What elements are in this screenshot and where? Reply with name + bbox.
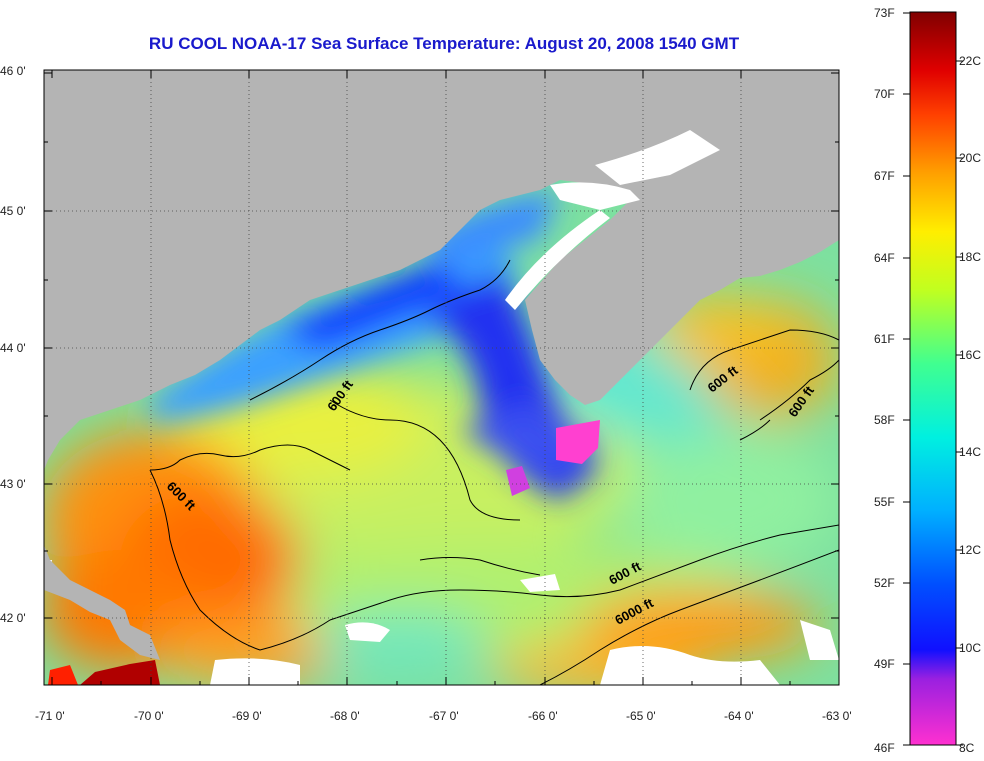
colorbar-f-label: 58F <box>874 413 895 427</box>
map-frame <box>43 69 840 686</box>
colorbar-f-label: 55F <box>874 495 895 509</box>
colorbar-c-label: 16C <box>959 348 981 362</box>
colorbar-c-label: 18C <box>959 250 981 264</box>
lon-label: -65 0' <box>626 709 656 723</box>
fundy-cloud <box>505 130 720 310</box>
latitude-labels: 46 0' 45 0' 44 0' 43 0' 42 0' <box>0 64 26 625</box>
lat-label: 42 0' <box>0 611 26 625</box>
axis-ticks <box>44 70 839 685</box>
colorbar-f-label: 46F <box>874 741 895 755</box>
colorbar-gradient <box>909 11 957 746</box>
colorbar-f-label: 61F <box>874 332 895 346</box>
lon-label: -64 0' <box>724 709 754 723</box>
cold-band <box>150 190 600 500</box>
depth-contours <box>149 259 839 685</box>
cold-patches <box>506 420 600 496</box>
colorbar-c-label: 10C <box>959 641 981 655</box>
colorbar-c-label: 14C <box>959 445 981 459</box>
colorbar-f-label: 52F <box>874 576 895 590</box>
lon-label: -67 0' <box>429 709 459 723</box>
colorbar-c-label: 8C <box>959 741 975 755</box>
colorbar-c-label: 20C <box>959 151 981 165</box>
lon-label: -63 0' <box>822 709 852 723</box>
warm-patch <box>48 660 160 685</box>
lon-label: -69 0' <box>232 709 262 723</box>
lat-label: 44 0' <box>0 341 26 355</box>
lat-label: 43 0' <box>0 477 26 491</box>
lon-label: -68 0' <box>330 709 360 723</box>
map-area <box>44 70 839 685</box>
lon-label: -71 0' <box>35 709 65 723</box>
colorbar-f-label: 70F <box>874 87 895 101</box>
colorbar-c-label: 22C <box>959 54 981 68</box>
lon-label: -66 0' <box>528 709 558 723</box>
colorbar-f-label: 64F <box>874 251 895 265</box>
lon-label: -70 0' <box>134 709 164 723</box>
colorbar-f-label: 73F <box>874 6 895 20</box>
colorbar-f-label: 67F <box>874 169 895 183</box>
colorbar-f-label: 49F <box>874 657 895 671</box>
cloud-cover <box>44 560 839 685</box>
lat-label: 45 0' <box>0 204 26 218</box>
longitude-labels: -71 0' -70 0' -69 0' -68 0' -67 0' -66 0… <box>35 709 852 723</box>
lat-label: 46 0' <box>0 64 26 78</box>
colorbar: 73F 70F 67F 64F 61F 58F 55F 52F 49F 46F … <box>874 6 981 755</box>
grid-lines <box>44 70 839 685</box>
colorbar-c-label: 12C <box>959 543 981 557</box>
map-title: RU COOL NOAA-17 Sea Surface Temperature:… <box>148 34 740 53</box>
